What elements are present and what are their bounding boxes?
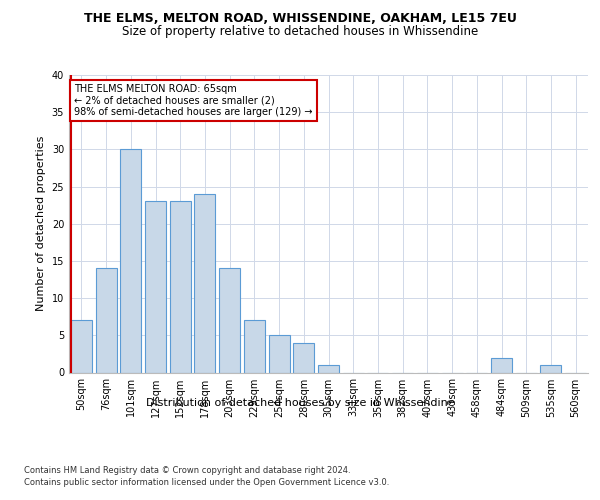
Bar	[71, 320, 92, 372]
Text: Contains public sector information licensed under the Open Government Licence v3: Contains public sector information licen…	[24, 478, 389, 487]
Bar	[318, 365, 339, 372]
Y-axis label: Number of detached properties: Number of detached properties	[36, 136, 46, 312]
Bar	[170, 202, 191, 372]
Bar	[120, 150, 141, 372]
Text: Distribution of detached houses by size in Whissendine: Distribution of detached houses by size …	[146, 398, 454, 407]
Text: Contains HM Land Registry data © Crown copyright and database right 2024.: Contains HM Land Registry data © Crown c…	[24, 466, 350, 475]
Bar	[244, 320, 265, 372]
Bar	[491, 358, 512, 372]
Text: THE ELMS, MELTON ROAD, WHISSENDINE, OAKHAM, LE15 7EU: THE ELMS, MELTON ROAD, WHISSENDINE, OAKH…	[83, 12, 517, 26]
Bar	[95, 268, 116, 372]
Text: THE ELMS MELTON ROAD: 65sqm
← 2% of detached houses are smaller (2)
98% of semi-: THE ELMS MELTON ROAD: 65sqm ← 2% of deta…	[74, 84, 313, 117]
Bar	[145, 202, 166, 372]
Bar	[194, 194, 215, 372]
Bar	[219, 268, 240, 372]
Bar	[269, 336, 290, 372]
Bar	[541, 365, 562, 372]
Bar	[293, 343, 314, 372]
Text: Size of property relative to detached houses in Whissendine: Size of property relative to detached ho…	[122, 25, 478, 38]
